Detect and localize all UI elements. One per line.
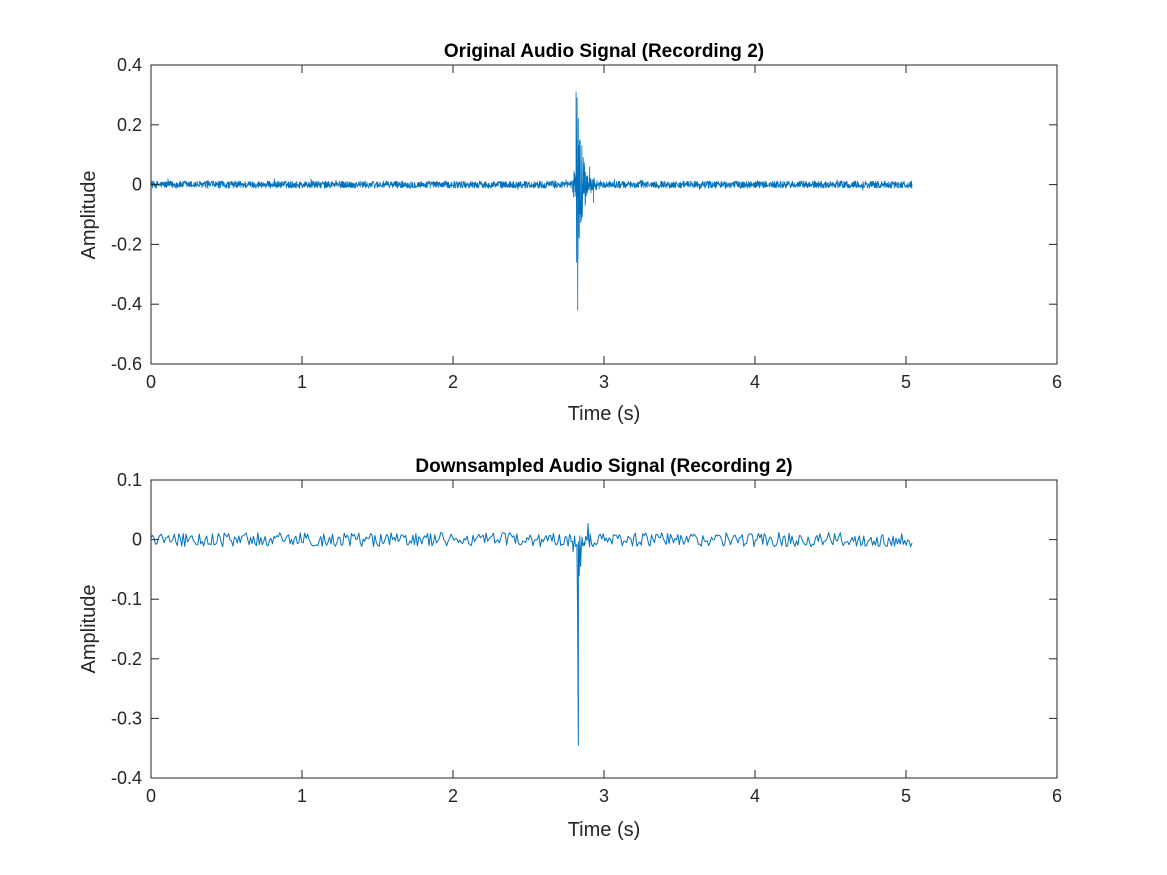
x-axis-label: Time (s) xyxy=(568,403,641,425)
x-tick-label: 4 xyxy=(750,786,760,806)
x-tick-label: 6 xyxy=(1052,372,1062,392)
x-tick-label: 4 xyxy=(750,372,760,392)
x-tick-label: 5 xyxy=(901,372,911,392)
x-tick-label: 3 xyxy=(599,372,609,392)
chart-title: Original Audio Signal (Recording 2) xyxy=(444,41,764,62)
chart-title: Downsampled Audio Signal (Recording 2) xyxy=(415,456,792,477)
y-tick-label: -0.3 xyxy=(111,708,142,728)
y-tick-label: -0.2 xyxy=(111,649,142,669)
y-tick-label: -0.6 xyxy=(111,354,142,374)
y-tick-label: -0.4 xyxy=(111,294,142,314)
y-tick-label: -0.4 xyxy=(111,768,142,788)
subplot-original: Original Audio Signal (Recording 2) 0 1 2 3… xyxy=(78,41,1062,425)
y-tick-label: 0 xyxy=(132,175,142,195)
ticks-container: 0 1 2 3 4 5 6 -0.4 -0.3 -0.2 -0.1 0 0.1 xyxy=(111,470,1062,806)
x-tick-label: 1 xyxy=(297,372,307,392)
x-tick-label: 0 xyxy=(146,786,156,806)
y-tick-label: 0.2 xyxy=(117,115,142,135)
signal-line-container xyxy=(150,523,913,746)
x-tick-label: 2 xyxy=(448,786,458,806)
y-tick-label: -0.2 xyxy=(111,234,142,254)
ticks-container: 0 1 2 3 4 5 6 -0.6 -0.4 -0.2 0 0.2 0.4 xyxy=(111,55,1062,392)
x-tick-label: 6 xyxy=(1052,786,1062,806)
signal-line xyxy=(150,91,913,311)
y-tick-label: 0.4 xyxy=(117,55,142,75)
y-tick-label: 0 xyxy=(132,530,142,550)
x-axis-label: Time (s) xyxy=(568,819,641,841)
x-tick-label: 3 xyxy=(599,786,609,806)
y-tick-label: 0.1 xyxy=(117,470,142,490)
x-tick-label: 1 xyxy=(297,786,307,806)
y-axis-label: Amplitude xyxy=(78,585,100,674)
subplot-downsampled: Downsampled Audio Signal (Recording 2) 0… xyxy=(78,456,1062,841)
x-tick-label: 5 xyxy=(901,786,911,806)
signal-line-container xyxy=(150,91,913,311)
y-axis-label: Amplitude xyxy=(78,171,100,260)
y-tick-label: -0.1 xyxy=(111,589,142,609)
x-tick-label: 0 xyxy=(146,372,156,392)
signal-line xyxy=(150,523,913,746)
x-tick-label: 2 xyxy=(448,372,458,392)
